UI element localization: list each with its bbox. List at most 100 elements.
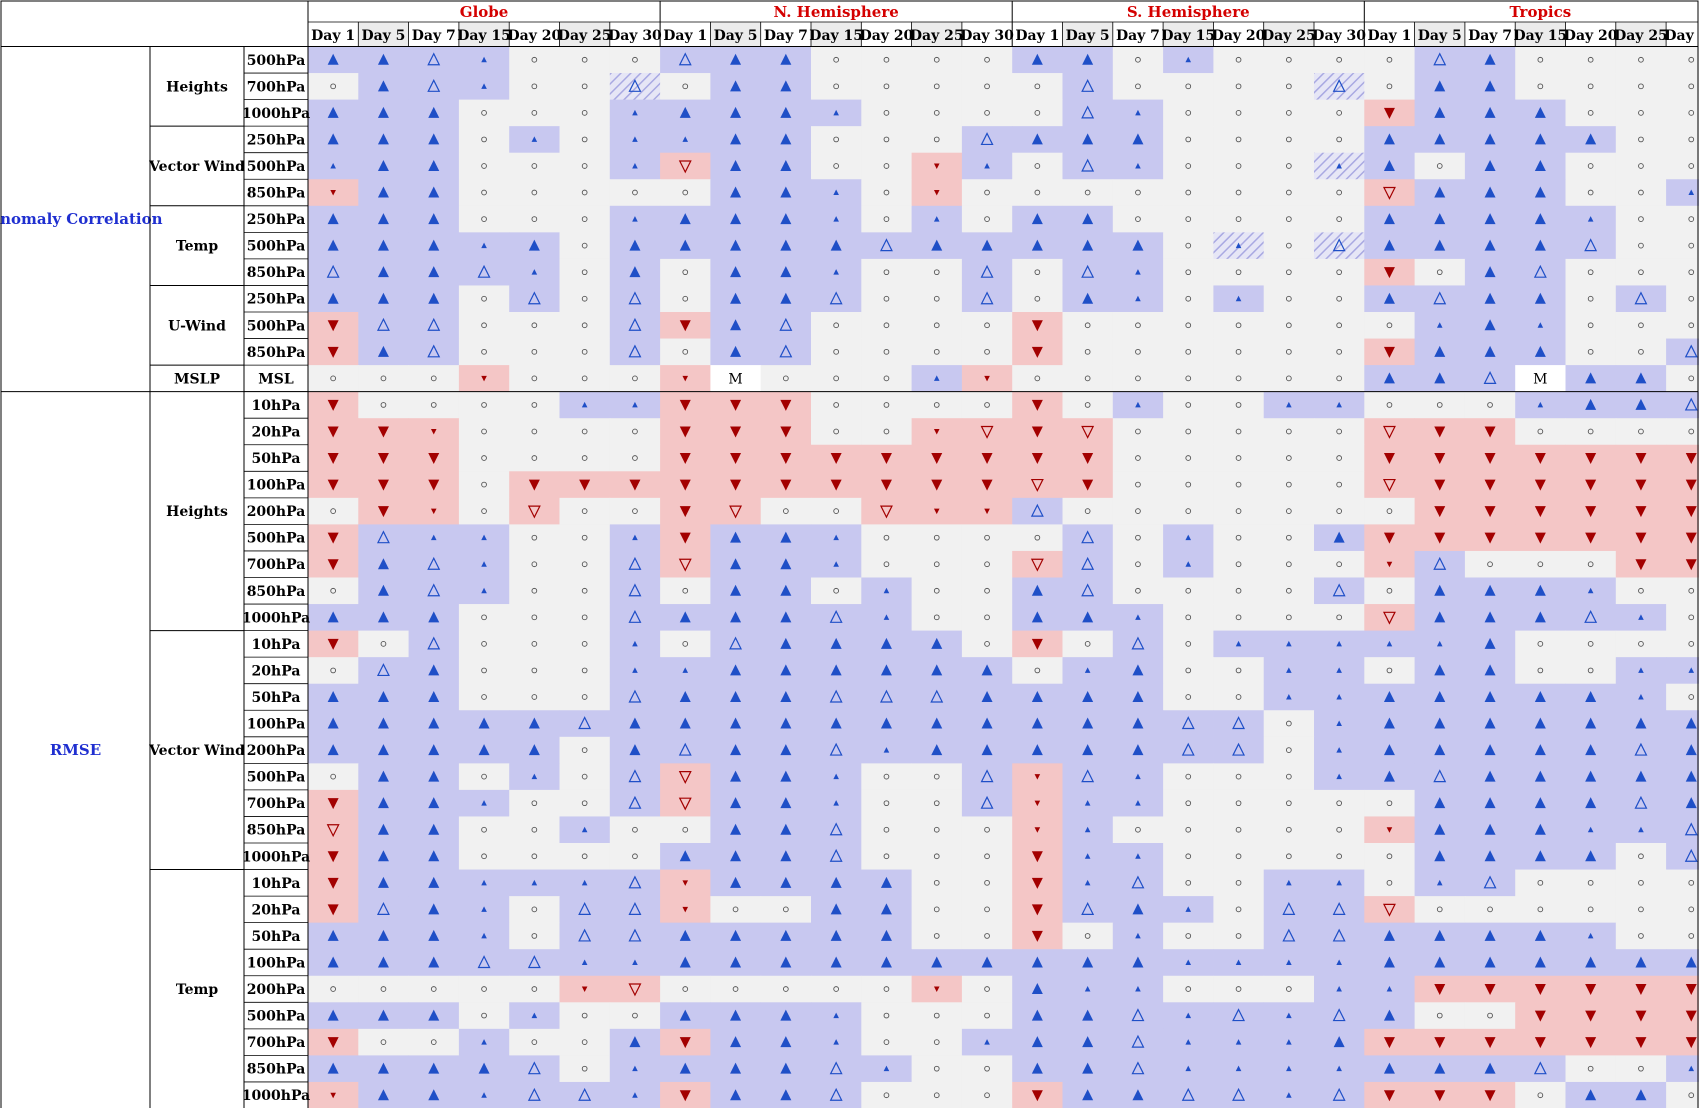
score-mark (528, 239, 540, 251)
score-mark (1383, 690, 1395, 702)
score-cell (911, 391, 963, 419)
score-cell (811, 126, 862, 154)
score-mark (428, 133, 440, 145)
score-cell (559, 179, 611, 207)
score-cell (1012, 285, 1063, 313)
score-mark (1587, 906, 1594, 913)
score-mark (1185, 667, 1192, 674)
score-cell (1314, 285, 1365, 313)
score-cell (1163, 471, 1214, 499)
score-mark (1235, 428, 1242, 435)
score-mark (377, 159, 389, 171)
score-cell (1263, 258, 1315, 286)
score-mark (730, 690, 742, 702)
score-cell (509, 418, 560, 446)
score-cell (408, 46, 460, 74)
score-mark (1031, 1090, 1043, 1102)
score-cell (1565, 285, 1617, 313)
score-cell (911, 46, 963, 74)
score-mark (1484, 266, 1496, 278)
score-cell (1615, 232, 1667, 260)
score-mark (730, 531, 742, 543)
score-cell (1414, 391, 1466, 419)
score-cell (458, 763, 510, 791)
score-mark (678, 797, 692, 811)
score-mark (1286, 401, 1292, 408)
score-mark (1585, 770, 1597, 782)
score-cell (1515, 869, 1566, 897)
score-cell (1213, 471, 1265, 499)
score-mark (1336, 428, 1343, 435)
score-mark (933, 879, 940, 886)
level-label: 700hPa (247, 1035, 306, 1051)
score-mark (1286, 1039, 1292, 1045)
score-cell (1314, 312, 1365, 339)
score-cell (811, 975, 862, 1003)
score-mark (1031, 346, 1043, 358)
score-mark (1034, 534, 1041, 541)
score-mark (481, 773, 487, 780)
score-mark (1534, 984, 1546, 996)
region-header: N. Hemisphere (773, 3, 898, 21)
score-mark (377, 106, 389, 118)
score-mark (880, 664, 892, 676)
score-cell (559, 683, 611, 711)
score-mark (1433, 556, 1447, 570)
score-mark (883, 428, 890, 435)
score-cell (559, 365, 611, 393)
score-mark (1031, 690, 1043, 702)
score-mark (430, 402, 437, 408)
score-mark (527, 1087, 541, 1101)
day-header-bg (1515, 22, 1566, 47)
score-mark (531, 826, 538, 833)
score-mark (427, 583, 441, 597)
score-mark (1336, 959, 1342, 965)
score-mark (1436, 906, 1443, 913)
score-mark (632, 826, 638, 833)
score-mark (1684, 822, 1698, 836)
score-mark (1084, 322, 1091, 329)
score-mark (632, 109, 638, 116)
score-mark (1585, 797, 1597, 809)
score-cell (961, 577, 1013, 605)
score-mark (780, 426, 792, 438)
score-mark (1285, 534, 1292, 541)
score-cell (1263, 896, 1315, 924)
score-mark (1534, 239, 1546, 251)
score-mark (1185, 216, 1192, 222)
score-mark (1685, 770, 1697, 782)
score-mark (430, 986, 437, 992)
score-cell (559, 205, 611, 233)
score-mark (628, 317, 642, 331)
score-mark (780, 1009, 792, 1021)
score-mark (1084, 189, 1091, 196)
score-cell (609, 763, 661, 791)
score-mark (1585, 744, 1597, 756)
score-mark (1436, 163, 1443, 169)
score-mark (376, 902, 390, 915)
score-mark (829, 609, 843, 623)
score-cell (1515, 418, 1566, 446)
score-mark (1285, 800, 1292, 807)
score-cell (961, 604, 1013, 631)
day-header: Day 1 (1015, 28, 1059, 44)
score-mark (730, 80, 742, 92)
score-cell (509, 73, 560, 100)
score-cell (509, 179, 560, 207)
score-mark (779, 344, 793, 358)
score-cell (1163, 843, 1214, 870)
score-cell (1163, 126, 1214, 154)
score-mark (1685, 479, 1697, 491)
score-cell (458, 471, 510, 499)
score-mark (980, 769, 994, 783)
score-cell (458, 444, 510, 472)
score-mark (679, 213, 691, 225)
score-cell (1615, 152, 1667, 180)
score-cell (1314, 46, 1365, 74)
score-mark (730, 929, 742, 941)
score-mark (1336, 561, 1343, 568)
score-cell (911, 1002, 963, 1030)
score-mark (1635, 1037, 1647, 1049)
score-mark (682, 375, 689, 382)
score-mark (883, 348, 890, 355)
